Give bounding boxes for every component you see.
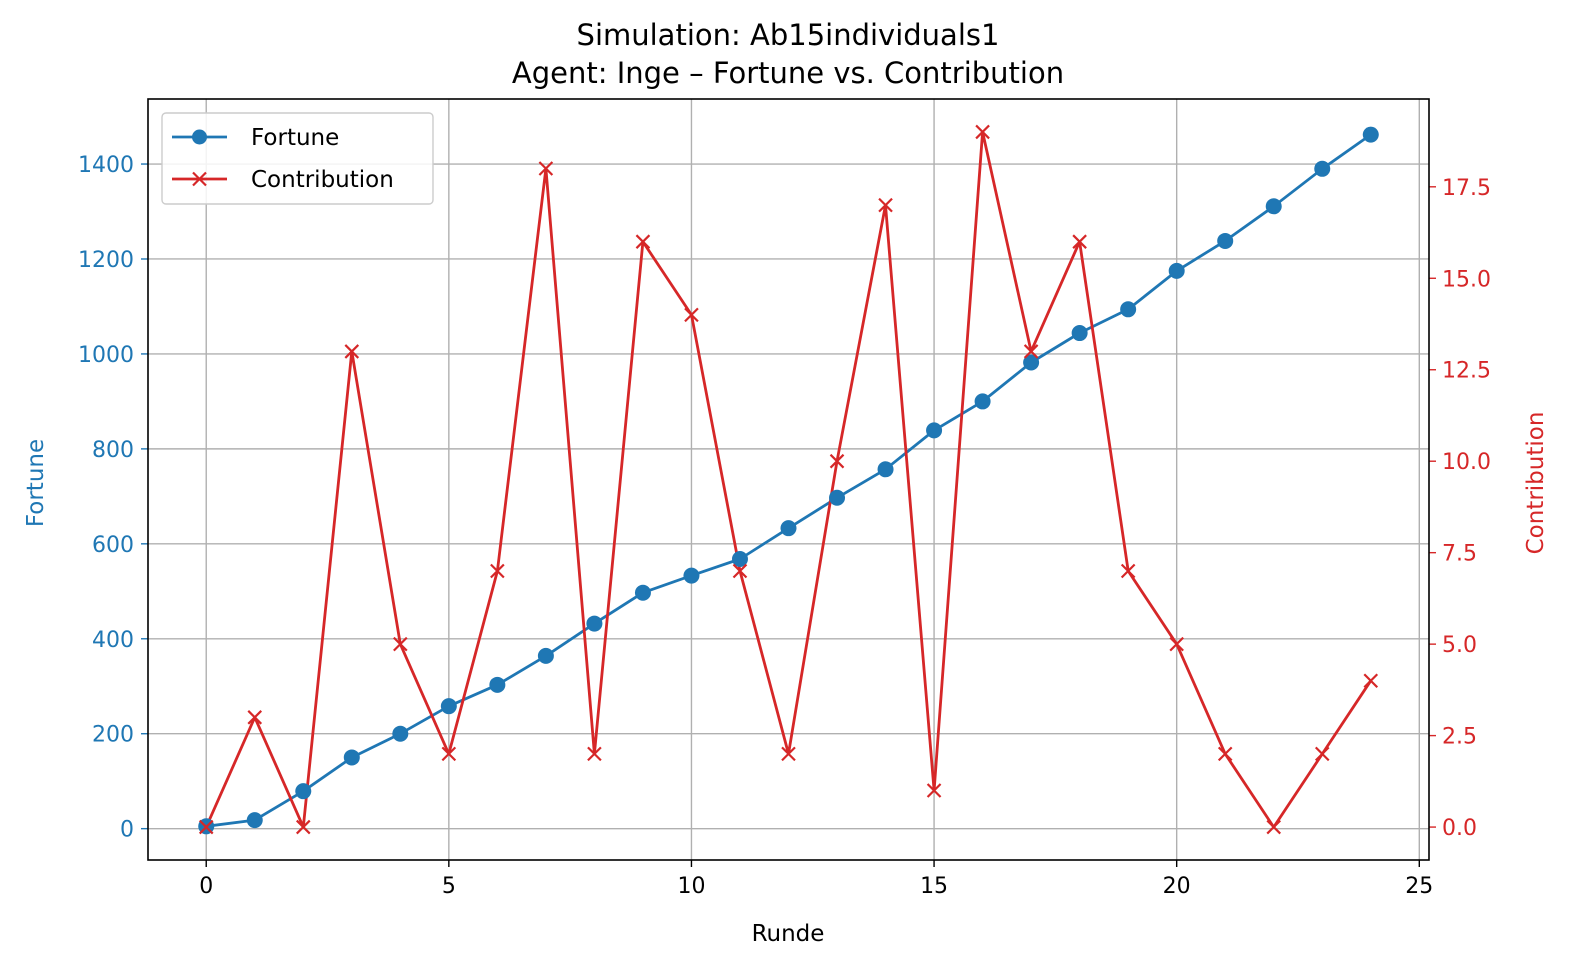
data-point-contribution (587, 746, 602, 762)
x-tick-label: 10 (677, 874, 705, 899)
axis-ticks: 0 5 10 15 20 25 0 200 400 600 800 1000 1200 1400 0.0 2.… (78, 153, 1491, 899)
data-point-fortune (1071, 325, 1088, 342)
y-left-tick-label: 400 (92, 628, 134, 653)
y-left-tick-label: 600 (92, 533, 134, 558)
data-point-fortune (586, 615, 603, 632)
data-point-contribution (441, 746, 457, 762)
legend-fortune-label: Fortune (251, 125, 339, 151)
data-point-fortune (246, 812, 263, 829)
data-point-fortune (780, 520, 797, 537)
data-point-fortune (829, 489, 846, 506)
data-point-contribution (1266, 819, 1282, 835)
y-right-tick-label: 17.5 (1442, 176, 1491, 201)
y-right-tick-label: 5.0 (1442, 633, 1477, 658)
legend-box (161, 112, 434, 205)
data-point-fortune (683, 567, 700, 584)
x-tick-label: 15 (920, 874, 948, 899)
data-point-contribution (926, 783, 942, 798)
data-point-fortune (1023, 354, 1040, 371)
data-point-fortune (343, 749, 360, 766)
data-point-contribution (1023, 344, 1039, 359)
grid (148, 99, 1429, 860)
series-line-fortune (206, 133, 1372, 828)
legend-fortune-marker (192, 129, 207, 145)
data-point-fortune (1314, 160, 1331, 177)
series-lines (204, 130, 1372, 829)
data-point-fortune (974, 393, 991, 410)
data-point-contribution (198, 819, 214, 835)
data-point-contribution (1363, 673, 1379, 689)
data-point-contribution (1217, 746, 1233, 762)
y-right-tick-label: 2.5 (1442, 725, 1477, 750)
data-point-fortune (392, 725, 409, 742)
data-point-contribution (1120, 563, 1136, 579)
plot-frame (147, 98, 1430, 861)
y-right-tick-label: 0.0 (1442, 816, 1477, 841)
y-right-tick-label: 15.0 (1442, 267, 1491, 292)
data-point-fortune (634, 584, 651, 601)
x-tick-label: 20 (1163, 874, 1191, 899)
data-point-contribution (781, 746, 796, 762)
y-left-tick-label: 0 (120, 818, 134, 843)
data-point-contribution (538, 161, 554, 176)
legend-contribution-marker (192, 171, 207, 187)
legend-contribution-label: Contribution (251, 167, 394, 193)
y-left-tick-label: 200 (92, 723, 134, 748)
data-point-contribution (490, 563, 505, 579)
data-point-contribution (878, 197, 893, 213)
data-point-fortune (440, 698, 457, 715)
data-point-contribution (247, 710, 263, 725)
chart-subtitle: Agent: Inge – Fortune vs. Contribution (512, 56, 1064, 90)
y-left-tick-label: 1000 (78, 343, 134, 368)
data-point-fortune (1217, 232, 1234, 249)
y-right-tick-label: 7.5 (1442, 542, 1477, 567)
data-point-fortune (731, 551, 748, 568)
data-point-fortune (1265, 198, 1282, 215)
data-point-contribution (684, 307, 699, 323)
y-right-tick-label: 10.0 (1442, 450, 1491, 475)
data-point-fortune (877, 461, 894, 478)
data-point-fortune (926, 422, 943, 439)
x-tick-label: 5 (442, 874, 456, 899)
data-point-fortune (295, 783, 312, 800)
data-point-fortune (1168, 262, 1185, 279)
data-point-contribution (1072, 234, 1087, 249)
legend: Fortune Contribution (161, 112, 434, 205)
data-point-contribution (829, 453, 845, 469)
y-left-tick-label: 1400 (78, 153, 134, 178)
data-point-contribution (393, 636, 408, 652)
data-point-contribution (295, 819, 311, 835)
data-point-contribution (732, 563, 748, 579)
data-point-contribution (635, 234, 651, 249)
data-point-contribution (1314, 746, 1330, 762)
y-right-tick-label: 12.5 (1442, 359, 1491, 384)
series-line-contribution (204, 130, 1372, 829)
data-point-contribution (1169, 636, 1184, 652)
y-left-tick-label: 1200 (78, 248, 134, 273)
y-left-tick-label: 800 (92, 438, 134, 463)
data-point-fortune (537, 647, 554, 664)
x-tick-label: 0 (199, 874, 213, 899)
data-point-fortune (489, 676, 506, 693)
x-tick-label: 25 (1405, 874, 1433, 899)
data-point-fortune (1362, 126, 1379, 143)
data-point-contribution (975, 124, 990, 140)
y-axis-right-label: Contribution (1523, 412, 1549, 555)
chart-title: Simulation: Ab15individuals1 (577, 18, 1000, 52)
x-axis-label: Runde (752, 921, 825, 947)
y-axis-left-label: Fortune (23, 439, 49, 527)
series-markers (198, 124, 1379, 835)
data-point-fortune (1120, 301, 1137, 318)
data-point-contribution (344, 344, 360, 359)
